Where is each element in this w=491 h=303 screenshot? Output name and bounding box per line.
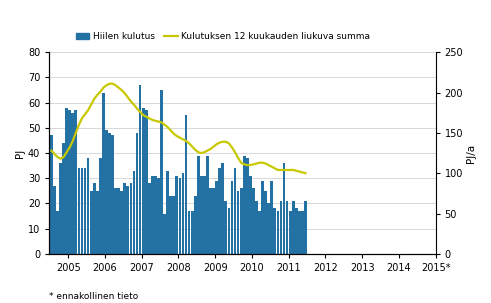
Bar — [172, 196, 175, 254]
Bar — [105, 130, 108, 254]
Y-axis label: PJ: PJ — [15, 148, 25, 158]
Bar — [50, 135, 53, 254]
Bar — [258, 211, 261, 254]
Bar — [175, 176, 178, 254]
Bar — [264, 191, 267, 254]
Bar — [71, 113, 74, 254]
Bar — [117, 188, 120, 254]
Bar — [151, 176, 154, 254]
Bar — [157, 178, 160, 254]
Bar — [179, 178, 181, 254]
Bar — [194, 196, 196, 254]
Bar — [227, 208, 230, 254]
Bar — [160, 90, 163, 254]
Legend: Hiilen kulutus, Kulutuksen 12 kuukauden liukuva summa: Hiilen kulutus, Kulutuksen 12 kuukauden … — [72, 28, 374, 45]
Bar — [123, 183, 126, 254]
Bar — [154, 176, 157, 254]
Bar — [139, 85, 141, 254]
Bar — [142, 108, 144, 254]
Bar — [65, 108, 68, 254]
Bar — [252, 188, 255, 254]
Text: * ennakollinen tieto: * ennakollinen tieto — [49, 292, 138, 301]
Bar — [99, 158, 102, 254]
Bar — [206, 155, 209, 254]
Bar — [224, 201, 227, 254]
Bar — [231, 181, 233, 254]
Bar — [212, 188, 215, 254]
Bar — [130, 183, 132, 254]
Bar — [273, 208, 276, 254]
Bar — [133, 171, 136, 254]
Bar — [78, 168, 80, 254]
Bar — [127, 186, 129, 254]
Bar — [185, 115, 188, 254]
Bar — [81, 168, 83, 254]
Bar — [249, 176, 252, 254]
Bar — [197, 155, 200, 254]
Bar — [237, 191, 240, 254]
Bar — [286, 201, 288, 254]
Bar — [56, 211, 59, 254]
Bar — [136, 133, 138, 254]
Bar — [163, 214, 166, 254]
Bar — [271, 181, 273, 254]
Bar — [148, 183, 151, 254]
Bar — [90, 191, 92, 254]
Bar — [93, 183, 96, 254]
Bar — [145, 110, 148, 254]
Bar — [221, 163, 224, 254]
Y-axis label: PJ/a: PJ/a — [466, 143, 476, 163]
Bar — [68, 110, 71, 254]
Bar — [102, 92, 105, 254]
Bar — [301, 211, 304, 254]
Bar — [75, 110, 77, 254]
Bar — [62, 143, 65, 254]
Bar — [87, 158, 89, 254]
Bar — [234, 168, 236, 254]
Bar — [203, 176, 206, 254]
Bar — [240, 188, 243, 254]
Bar — [111, 135, 114, 254]
Bar — [246, 158, 248, 254]
Bar — [96, 191, 99, 254]
Bar — [289, 211, 292, 254]
Bar — [108, 133, 111, 254]
Bar — [218, 168, 221, 254]
Bar — [283, 163, 285, 254]
Bar — [261, 181, 264, 254]
Bar — [166, 171, 169, 254]
Bar — [114, 188, 117, 254]
Bar — [200, 176, 203, 254]
Bar — [120, 191, 123, 254]
Bar — [255, 201, 258, 254]
Bar — [59, 163, 62, 254]
Bar — [169, 196, 172, 254]
Bar — [292, 201, 295, 254]
Bar — [298, 211, 300, 254]
Bar — [276, 211, 279, 254]
Bar — [188, 211, 191, 254]
Bar — [267, 203, 270, 254]
Bar — [279, 201, 282, 254]
Bar — [209, 188, 212, 254]
Bar — [243, 155, 246, 254]
Bar — [191, 211, 193, 254]
Bar — [304, 201, 307, 254]
Bar — [295, 208, 298, 254]
Bar — [182, 173, 184, 254]
Bar — [215, 181, 218, 254]
Bar — [83, 168, 86, 254]
Bar — [53, 186, 56, 254]
